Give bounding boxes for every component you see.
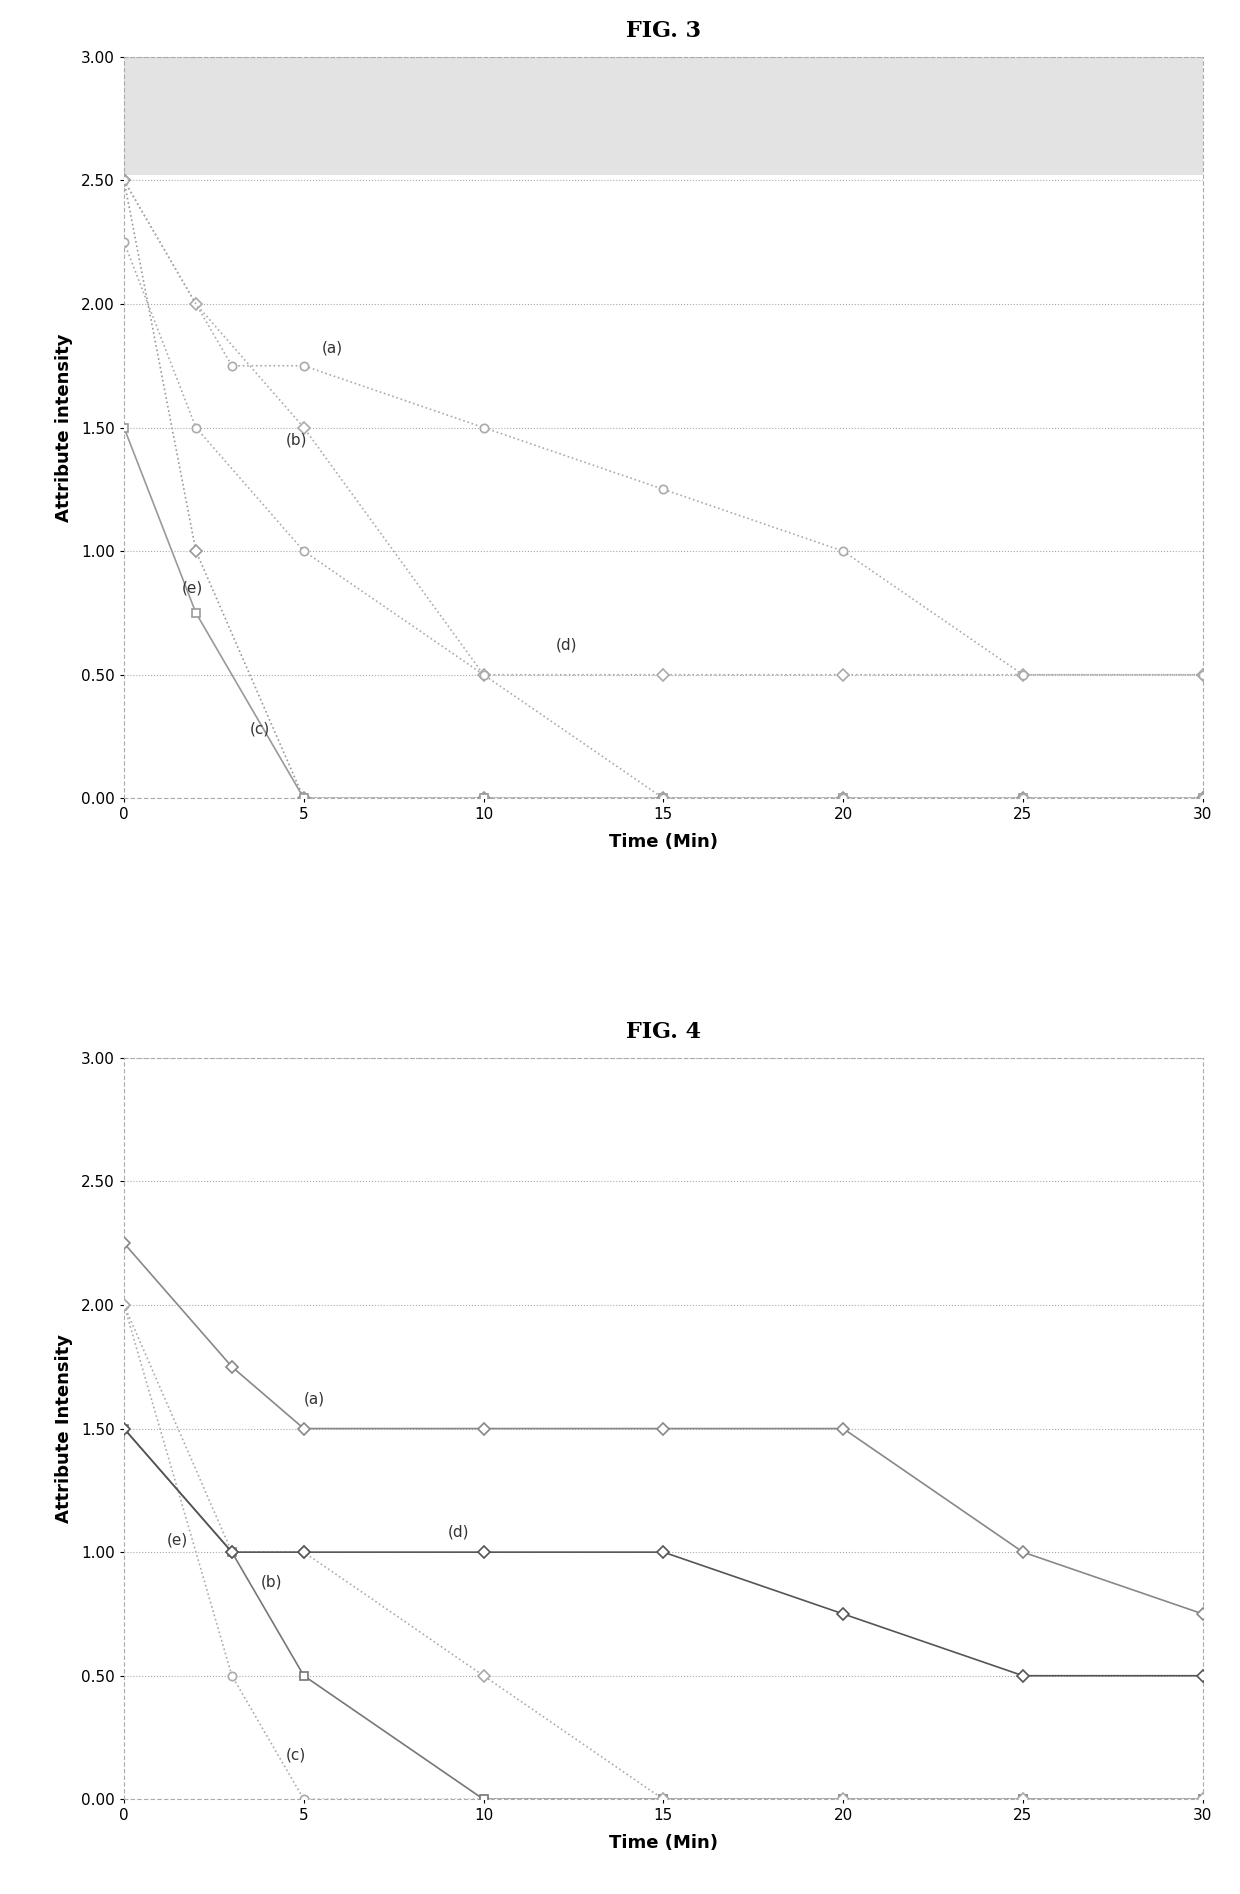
Text: (a): (a) xyxy=(304,1392,325,1407)
Y-axis label: Attribute intensity: Attribute intensity xyxy=(55,333,73,523)
Text: (c): (c) xyxy=(285,1748,306,1761)
Text: (b): (b) xyxy=(260,1574,283,1589)
Y-axis label: Attribute Intensity: Attribute Intensity xyxy=(55,1333,73,1523)
X-axis label: Time (Min): Time (Min) xyxy=(609,1835,718,1852)
Text: (b): (b) xyxy=(285,432,308,447)
Text: (c): (c) xyxy=(250,722,270,737)
Text: (a): (a) xyxy=(321,341,343,356)
Text: (e): (e) xyxy=(181,581,203,597)
Text: (d): (d) xyxy=(448,1525,469,1540)
Title: FIG. 4: FIG. 4 xyxy=(626,1021,701,1044)
Text: (e): (e) xyxy=(167,1532,188,1547)
Bar xyxy=(124,51,1203,176)
X-axis label: Time (Min): Time (Min) xyxy=(609,833,718,852)
Text: (d): (d) xyxy=(556,638,577,653)
Title: FIG. 3: FIG. 3 xyxy=(626,21,701,42)
